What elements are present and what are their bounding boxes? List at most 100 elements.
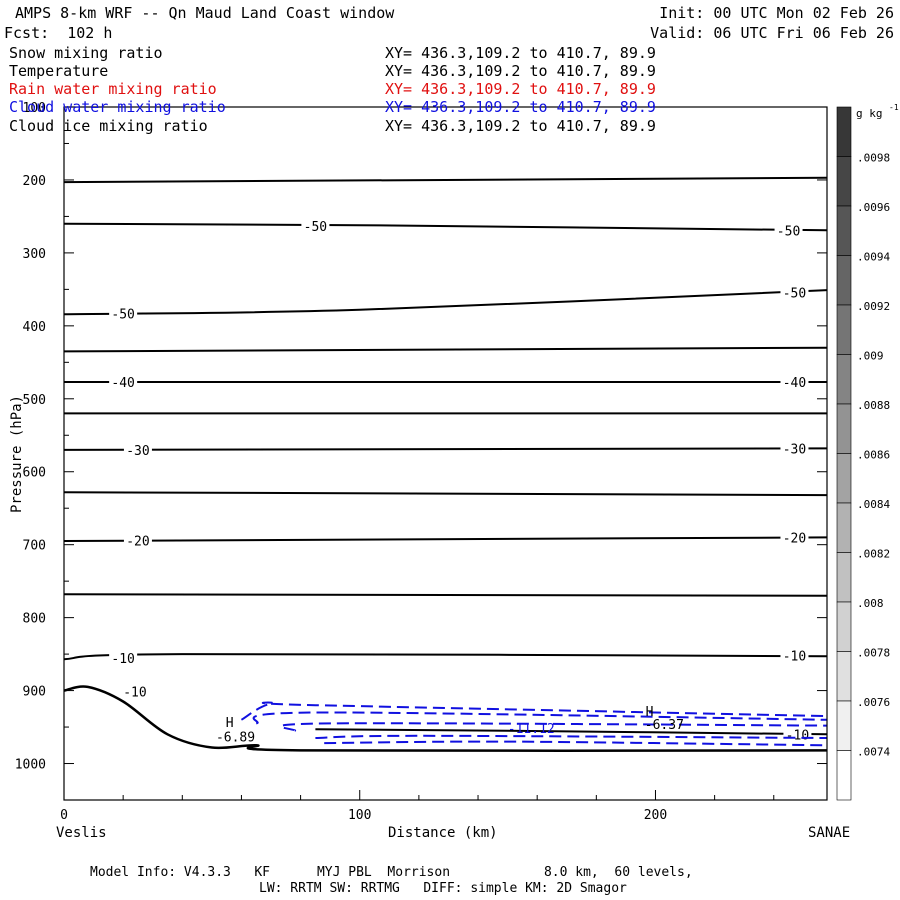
- isotherm-line: [63, 593, 828, 597]
- isotherm-label: -10: [783, 650, 806, 665]
- colorbar-segment: [836, 700, 852, 751]
- colorbar-tick-label: .0078: [857, 647, 890, 660]
- isotherm-line: [315, 728, 828, 736]
- colorbar-tick-label: .0082: [857, 548, 890, 561]
- colorbar-tick-label: .0086: [857, 449, 890, 462]
- isotherm-label: -50: [304, 220, 327, 235]
- isotherm-label-bg: [780, 285, 809, 300]
- colorbar-tick-label: .0092: [857, 300, 890, 313]
- isotherm-label-bg: [123, 442, 152, 457]
- colorbar-segment: [836, 354, 852, 405]
- isotherm-label-bg: [301, 218, 330, 233]
- cloud-water-contour: [279, 722, 828, 732]
- colorbar-tick-label: .009: [857, 350, 884, 363]
- isotherm-label: -50: [783, 286, 806, 301]
- annotation-label: -10: [123, 685, 146, 700]
- legend-xy-snow: XY= 436.3,109.2 to 410.7, 89.9: [385, 44, 656, 62]
- colorbar-unit-exponent: -1: [889, 103, 899, 112]
- isotherm-label: -30: [126, 444, 149, 459]
- left-endpoint-label: Veslis: [56, 825, 107, 841]
- y-tick-label: 100: [23, 101, 46, 116]
- colorbar-segment: [836, 255, 852, 306]
- y-tick-label: 700: [23, 539, 46, 554]
- colorbar-segment: [836, 601, 852, 652]
- annotation-label: -6.89: [216, 731, 255, 746]
- isotherm-label: -30: [783, 442, 806, 457]
- legend-xy-cloud-ice: XY= 436.3,109.2 to 410.7, 89.9: [385, 117, 656, 135]
- isotherm-label: -10: [786, 728, 809, 743]
- x-axis-label: Distance (km): [388, 825, 498, 841]
- terrain-line: [63, 685, 828, 753]
- cloud-water-contour: [252, 711, 828, 725]
- annotation-label: H: [226, 716, 234, 731]
- annotation-label: -6.37: [645, 718, 684, 733]
- y-tick-label: 600: [23, 466, 46, 481]
- cloud-water-contour: [315, 734, 828, 739]
- y-tick-label: 1000: [15, 758, 46, 773]
- isotherm-label-bg: [109, 306, 138, 321]
- isotherm-label-bg: [780, 375, 809, 390]
- model-info-line1: Model Info: V4.3.3 KF MYJ PBL Morrison 8…: [90, 865, 693, 880]
- isotherm-label-bg: [780, 530, 809, 545]
- isotherm-label: -20: [783, 531, 806, 546]
- isotherm-label-bg: [109, 375, 138, 390]
- isotherm-line: [63, 536, 828, 542]
- isotherm-line: [63, 491, 828, 497]
- colorbar-tick-label: .0076: [857, 696, 890, 709]
- isotherm-label-bg: [109, 650, 138, 665]
- colorbar-segment: [836, 651, 852, 702]
- isotherm-label: -40: [111, 376, 134, 391]
- colorbar-tick-label: .0084: [857, 498, 890, 511]
- colorbar-tick-label: .008: [857, 597, 884, 610]
- colorbar-segment: [836, 106, 852, 157]
- colorbar-segment: [836, 502, 852, 553]
- plot-frame: [63, 106, 828, 801]
- annotation-label: -11.12: [508, 722, 555, 737]
- right-endpoint-label: SANAE: [808, 825, 851, 841]
- colorbar-unit: g kg: [856, 107, 883, 120]
- model-info-line2: LW: RRTM SW: RRTMG DIFF: simple KM: 2D S…: [259, 881, 627, 896]
- isotherm-label: -40: [783, 376, 806, 391]
- colorbar-segment: [836, 304, 852, 355]
- isotherm-label: -50: [777, 224, 800, 239]
- isotherm-label-bg: [123, 533, 152, 548]
- colorbar-segment: [836, 750, 852, 801]
- forecast-hour: Fcst: 102 h: [4, 24, 113, 42]
- isotherm-line: [63, 346, 828, 353]
- x-tick-label: 100: [348, 808, 371, 823]
- valid-time: Valid: 06 UTC Fri 06 Feb 26: [650, 24, 894, 42]
- colorbar-tick-label: .0098: [857, 152, 890, 165]
- isotherm-label: -10: [111, 652, 134, 667]
- y-tick-label: 200: [23, 174, 46, 189]
- init-time: Init: 00 UTC Mon 02 Feb 26: [659, 4, 894, 22]
- colorbar-segment: [836, 453, 852, 504]
- colorbar-tick-label: .0096: [857, 201, 890, 214]
- colorbar-segment: [836, 156, 852, 207]
- y-tick-label: 300: [23, 247, 46, 262]
- cloud-water-contour: [240, 701, 828, 721]
- cloud-water-contour: [324, 740, 828, 747]
- isotherm-label-bg: [780, 648, 809, 663]
- y-tick-label: 800: [23, 612, 46, 627]
- annotation-label: H: [646, 705, 654, 720]
- colorbar-tick-label: .0088: [857, 399, 890, 412]
- isotherm-label: -20: [126, 534, 149, 549]
- colorbar-segment: [836, 205, 852, 256]
- isotherm-label-bg: [780, 441, 809, 456]
- y-tick-label: 900: [23, 685, 46, 700]
- legend-xy-rain: XY= 436.3,109.2 to 410.7, 89.9: [385, 80, 656, 98]
- x-tick-label: 200: [644, 808, 667, 823]
- legend-name-rain: Rain water mixing ratio: [9, 80, 217, 98]
- colorbar-segment: [836, 552, 852, 603]
- isotherm-label-bg: [774, 223, 803, 238]
- legend-name-cloud-ice: Cloud ice mixing ratio: [9, 117, 208, 135]
- legend-name-snow: Snow mixing ratio: [9, 44, 163, 62]
- colorbar-segment: [836, 403, 852, 454]
- x-tick-label: 0: [60, 808, 68, 823]
- y-tick-label: 500: [23, 393, 46, 408]
- isotherm-line: [63, 176, 828, 184]
- y-tick-label: 400: [23, 320, 46, 335]
- legend-name-cloud-water: Cloud water mixing ratio: [9, 98, 226, 116]
- legend-xy-cloud-water: XY= 436.3,109.2 to 410.7, 89.9: [385, 98, 656, 116]
- chart-title: AMPS 8-km WRF -- Qn Maud Land Coast wind…: [15, 4, 395, 22]
